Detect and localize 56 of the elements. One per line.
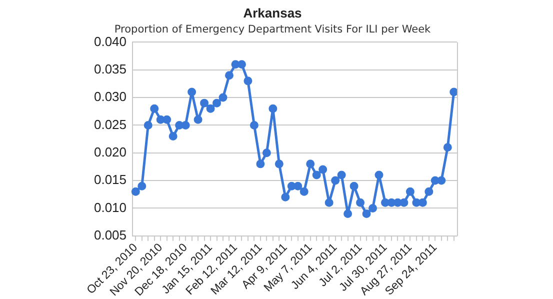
point	[300, 187, 308, 196]
point	[244, 76, 252, 86]
y-tick-label: 0.010	[94, 200, 127, 215]
point	[268, 104, 278, 113]
point	[324, 198, 334, 207]
point	[350, 182, 358, 190]
point	[362, 209, 371, 218]
point	[212, 98, 222, 108]
point	[374, 170, 384, 180]
y-tick-label: 0.005	[94, 227, 127, 242]
point	[231, 60, 240, 69]
point	[131, 187, 140, 196]
point	[306, 160, 315, 168]
point	[380, 198, 390, 207]
point	[138, 182, 146, 190]
point	[150, 104, 159, 113]
point	[262, 148, 271, 158]
chart-subtitle: Proportion of Emergency Department Visits For ILI per Week	[114, 24, 432, 36]
point	[437, 176, 446, 185]
point	[443, 143, 452, 152]
point	[312, 170, 321, 180]
y-tick-label: 0.040	[94, 34, 127, 49]
point	[294, 182, 302, 190]
y-tick-label: 0.020	[94, 144, 127, 160]
point	[368, 204, 378, 212]
point	[337, 170, 346, 180]
point	[344, 209, 352, 218]
point	[206, 104, 215, 113]
point	[188, 88, 196, 96]
y-tick-label: 0.035	[94, 61, 127, 76]
y-tick-label: 0.015	[94, 172, 127, 188]
point	[274, 160, 284, 168]
point	[387, 198, 396, 207]
point	[162, 115, 172, 124]
point	[318, 165, 328, 174]
point	[194, 115, 202, 124]
point	[281, 192, 290, 202]
y-tick-label: 0.030	[94, 89, 127, 104]
point	[200, 98, 209, 108]
point	[430, 176, 440, 185]
point	[450, 88, 458, 96]
point	[144, 120, 152, 130]
point	[356, 198, 365, 207]
point	[287, 182, 296, 190]
point	[225, 71, 234, 80]
point	[406, 187, 414, 196]
chart-title: Arkansas	[243, 5, 302, 20]
point	[250, 120, 258, 130]
point	[156, 115, 165, 124]
point	[331, 176, 340, 185]
y-tick-label: 0.025	[94, 116, 127, 132]
point	[400, 198, 408, 207]
point	[256, 160, 265, 168]
point	[218, 93, 228, 102]
point	[424, 187, 434, 196]
point	[168, 132, 178, 141]
